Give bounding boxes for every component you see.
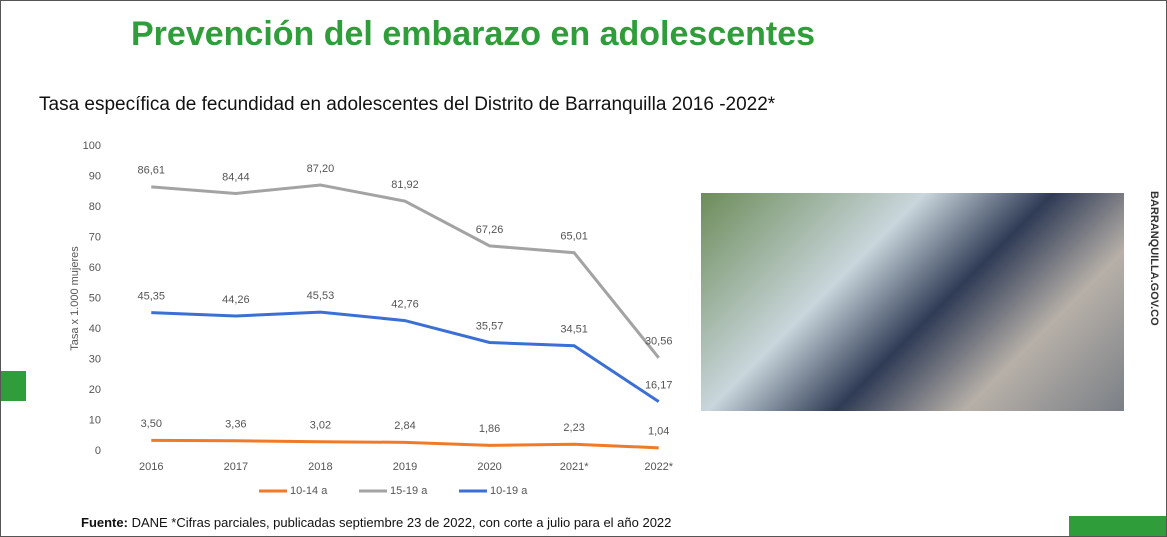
data-label: 65,01	[560, 231, 588, 243]
data-label: 16,17	[645, 380, 673, 392]
data-label: 86,61	[138, 165, 166, 177]
y-tick-label: 60	[89, 262, 101, 274]
data-label: 84,44	[222, 171, 250, 183]
legend-label: 10-19 a	[490, 485, 528, 497]
accent	[1069, 516, 1166, 536]
data-label: 34,51	[560, 324, 588, 336]
x-tick-label: 2022*	[644, 461, 673, 473]
accent	[1, 371, 26, 401]
slide-title: Prevención del embarazo en adolescentes	[131, 15, 816, 53]
data-label: 35,57	[476, 320, 504, 332]
y-tick-label: 80	[89, 201, 101, 213]
x-tick-label: 2017	[224, 461, 248, 473]
data-label: 3,02	[310, 420, 331, 432]
series-line	[151, 310, 660, 403]
data-label: 2,23	[563, 422, 584, 434]
x-tick-label: 2021*	[560, 461, 589, 473]
data-label: 30,56	[645, 336, 673, 348]
y-tick-label: 30	[89, 353, 101, 365]
chart-title: Tasa específica de fecundidad en adolesc…	[39, 94, 776, 115]
y-tick-label: 50	[89, 292, 101, 304]
photo	[701, 193, 1124, 411]
data-label: 1,04	[648, 426, 669, 438]
legend-label: 15-19 a	[390, 485, 428, 497]
data-label: 44,26	[222, 294, 250, 306]
legend-label: 10-14 a	[290, 485, 328, 497]
x-tick-label: 2018	[308, 461, 332, 473]
y-tick-label: 100	[83, 140, 101, 152]
source: Fuente: DANE *Cifras parciales, publicad…	[81, 515, 671, 530]
data-label: 3,50	[141, 418, 162, 430]
y-axis-label: Tasa x 1.000 mujeres	[69, 246, 81, 351]
y-tick-label: 10	[89, 414, 101, 426]
data-label: 1,86	[479, 423, 500, 435]
side-label-box: BARRANQUILLA.GOV.CO	[1148, 191, 1160, 326]
data-label: 87,20	[307, 163, 335, 175]
y-tick-label: 40	[89, 323, 101, 335]
data-label: 81,92	[391, 179, 419, 191]
series-line	[151, 183, 660, 359]
series-line	[151, 438, 659, 450]
data-label: 45,35	[138, 291, 166, 303]
data-label: 67,26	[476, 224, 504, 236]
y-tick-label: 90	[89, 170, 101, 182]
side-label: BARRANQUILLA.GOV.CO	[1148, 191, 1160, 326]
data-label: 45,53	[307, 290, 335, 302]
data-label: 3,36	[225, 419, 246, 431]
chart: 0 10 20 30 40 50 60 70 80 90 100 Tasa x 1.000 mujer…	[69, 140, 674, 497]
x-tick-label: 2016	[139, 461, 163, 473]
y-tick-label: 70	[89, 231, 101, 243]
y-tick-label: 0	[95, 445, 101, 457]
x-tick-label: 2019	[393, 461, 417, 473]
source-text: DANE *Cifras parciales, publicadas septi…	[131, 515, 672, 530]
y-tick-label: 20	[89, 384, 101, 396]
source-label: Fuente:	[81, 515, 128, 530]
data-label: 42,76	[391, 298, 419, 310]
data-label: 2,84	[394, 420, 415, 432]
x-tick-label: 2020	[477, 461, 501, 473]
